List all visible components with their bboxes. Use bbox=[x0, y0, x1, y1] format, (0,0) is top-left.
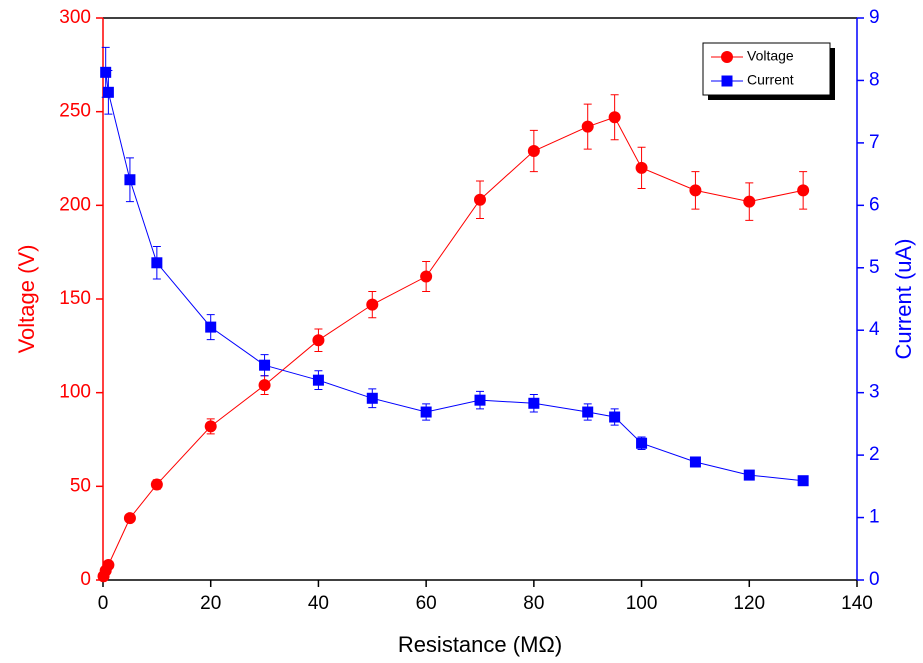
y-tick-label: 50 bbox=[70, 475, 91, 496]
x-tick-label: 20 bbox=[200, 593, 221, 614]
y-tick-label: 0 bbox=[80, 569, 91, 590]
data-point bbox=[743, 469, 755, 481]
data-point bbox=[609, 411, 621, 423]
y2-tick-label: 3 bbox=[869, 382, 880, 403]
data-point bbox=[608, 111, 621, 124]
data-point bbox=[420, 406, 432, 418]
legend-label: Current bbox=[747, 72, 794, 88]
y-tick-label: 200 bbox=[59, 194, 91, 215]
x-tick-label: 140 bbox=[841, 593, 873, 614]
data-point bbox=[474, 394, 486, 406]
data-point bbox=[636, 437, 648, 449]
y2-tick-label: 9 bbox=[869, 7, 880, 28]
y2-tick-label: 2 bbox=[869, 444, 880, 465]
y-tick-label: 300 bbox=[59, 7, 91, 28]
y2-tick-label: 7 bbox=[869, 132, 880, 153]
data-point bbox=[312, 374, 324, 386]
data-point bbox=[797, 475, 809, 487]
data-point bbox=[689, 184, 702, 197]
x-axis-title: Resistance (MΩ) bbox=[398, 632, 562, 657]
legend-marker bbox=[721, 51, 733, 63]
data-point bbox=[312, 334, 325, 347]
data-point bbox=[100, 66, 112, 78]
data-point bbox=[259, 359, 271, 371]
y2-tick-label: 4 bbox=[869, 319, 880, 340]
y2-tick-label: 5 bbox=[869, 257, 880, 278]
y-tick-label: 250 bbox=[59, 101, 91, 122]
data-point bbox=[124, 174, 136, 186]
data-point bbox=[102, 559, 115, 572]
y2-axis-title: Current (uA) bbox=[891, 238, 916, 359]
data-point bbox=[527, 145, 540, 158]
data-point bbox=[420, 270, 433, 283]
data-point bbox=[258, 379, 271, 392]
data-point bbox=[474, 193, 486, 206]
data-point bbox=[528, 397, 540, 409]
y-tick-label: 100 bbox=[59, 382, 91, 403]
x-tick-label: 60 bbox=[416, 593, 437, 614]
data-point bbox=[635, 161, 648, 174]
data-point bbox=[581, 120, 594, 133]
data-point bbox=[205, 321, 217, 333]
y-axis-title: Voltage (V) bbox=[14, 245, 39, 354]
data-point bbox=[151, 257, 163, 269]
y2-tick-label: 8 bbox=[869, 69, 880, 90]
x-tick-label: 40 bbox=[308, 593, 329, 614]
data-point bbox=[123, 512, 136, 525]
legend-marker bbox=[721, 75, 733, 87]
y2-tick-label: 0 bbox=[869, 569, 880, 590]
legend-label: Voltage bbox=[747, 48, 794, 64]
data-point bbox=[689, 456, 701, 468]
data-point bbox=[366, 298, 379, 311]
data-point bbox=[204, 420, 217, 433]
y-tick-label: 150 bbox=[59, 288, 91, 309]
x-tick-label: 0 bbox=[98, 593, 109, 614]
x-tick-label: 100 bbox=[626, 593, 658, 614]
data-point bbox=[150, 478, 163, 491]
data-point bbox=[797, 184, 810, 197]
data-point bbox=[102, 86, 114, 98]
data-point bbox=[743, 195, 756, 208]
y2-tick-label: 1 bbox=[869, 507, 880, 528]
y2-tick-label: 6 bbox=[869, 194, 880, 215]
x-tick-label: 120 bbox=[733, 593, 765, 614]
data-point bbox=[366, 392, 378, 404]
data-point bbox=[582, 406, 594, 418]
series-line bbox=[103, 116, 804, 577]
x-tick-label: 80 bbox=[523, 593, 544, 614]
